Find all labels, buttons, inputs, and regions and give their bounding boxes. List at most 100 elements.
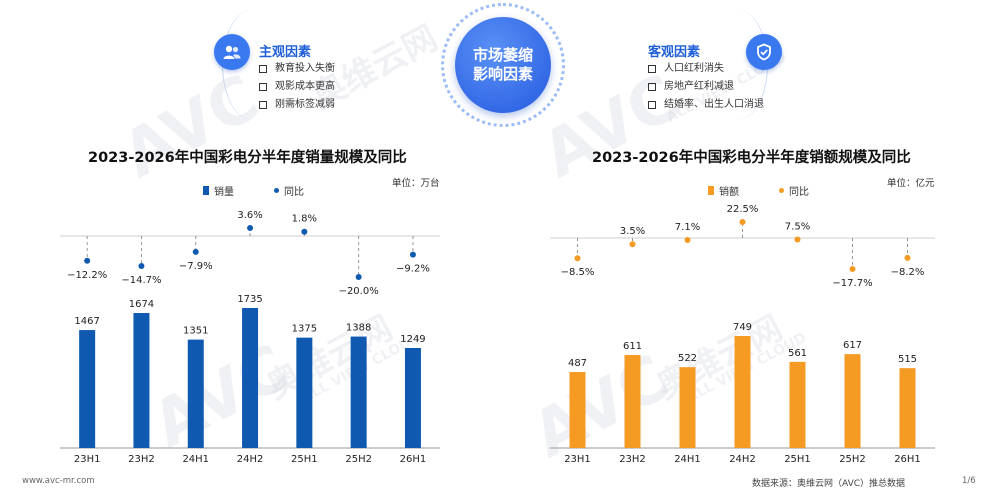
objective-title: 客观因素 bbox=[648, 45, 701, 60]
subjective-badge bbox=[214, 34, 250, 70]
left-chart-title: 2023-2026年中国彩电分半年度销量规模及同比 bbox=[88, 150, 407, 166]
left-chart-legend: 销量 同比 bbox=[203, 183, 344, 198]
category-tick-label: 23H1 bbox=[564, 454, 591, 465]
objective-list: 人口红利消失 房地产红利减退 结婚率、出生人口消退 bbox=[648, 60, 764, 114]
growth-point bbox=[247, 225, 254, 231]
growth-value-label: 1.8% bbox=[292, 214, 317, 225]
growth-value-label: 3.5% bbox=[620, 226, 645, 237]
legend-item-bar: 销额 bbox=[708, 183, 739, 198]
growth-value-label: 22.5% bbox=[727, 204, 759, 215]
checkbox-icon bbox=[259, 101, 267, 109]
category-tick-label: 23H2 bbox=[128, 454, 155, 465]
legend-item-dot: 同比 bbox=[274, 183, 304, 198]
growth-point bbox=[739, 219, 746, 225]
subjective-item: 观影成本更高 bbox=[259, 78, 335, 96]
bar-value-label: 749 bbox=[733, 322, 752, 333]
center-line2: 影响因素 bbox=[472, 65, 533, 83]
legend-item-bar: 销量 bbox=[203, 183, 234, 198]
bar bbox=[899, 368, 916, 448]
category-tick-label: 26H1 bbox=[400, 454, 427, 465]
bar bbox=[569, 372, 586, 448]
category-tick-label: 24H2 bbox=[729, 454, 756, 465]
growth-value-label: −9.2% bbox=[396, 264, 430, 275]
growth-value-label: −20.0% bbox=[339, 286, 379, 297]
growth-value-label: 7.1% bbox=[675, 222, 700, 233]
footer-page-number: 1/6 bbox=[962, 476, 976, 486]
subjective-title: 主观因素 bbox=[259, 45, 312, 60]
checkbox-icon bbox=[648, 83, 656, 91]
center-ring bbox=[441, 3, 565, 127]
growth-point bbox=[684, 237, 691, 244]
bar bbox=[133, 313, 150, 448]
checkbox-icon bbox=[259, 83, 267, 91]
category-tick-label: 25H2 bbox=[345, 454, 372, 465]
growth-value-label: −8.2% bbox=[891, 267, 925, 278]
bar bbox=[404, 348, 421, 448]
bar-value-label: 1388 bbox=[346, 323, 371, 334]
growth-value-label: −8.5% bbox=[561, 267, 595, 278]
legend-bar-swatch bbox=[708, 186, 714, 195]
center-circle: 市场萎缩 影响因素 bbox=[455, 17, 551, 113]
category-tick-label: 23H1 bbox=[74, 454, 101, 465]
category-tick-label: 25H1 bbox=[291, 454, 318, 465]
growth-value-label: −17.7% bbox=[832, 278, 872, 289]
legend-item-dot: 同比 bbox=[779, 183, 809, 198]
objective-item: 结婚率、出生人口消退 bbox=[648, 96, 764, 114]
category-tick-label: 25H1 bbox=[784, 454, 811, 465]
legend-dot-swatch bbox=[779, 188, 784, 193]
users-icon bbox=[223, 45, 241, 59]
category-tick-label: 25H2 bbox=[839, 454, 866, 465]
bar-value-label: 1467 bbox=[74, 316, 99, 327]
growth-value-label: −7.9% bbox=[179, 261, 213, 272]
objective-item: 房地产红利减退 bbox=[648, 78, 764, 96]
bar-value-label: 1249 bbox=[400, 334, 425, 345]
bar-value-label: 522 bbox=[678, 353, 697, 364]
category-tick-label: 26H1 bbox=[894, 454, 921, 465]
category-tick-label: 24H1 bbox=[674, 454, 701, 465]
bar bbox=[734, 336, 751, 448]
right-chart-title: 2023-2026年中国彩电分半年度销额规模及同比 bbox=[592, 150, 911, 166]
growth-point bbox=[904, 254, 911, 261]
subjective-item: 刚需标签减弱 bbox=[259, 96, 335, 114]
growth-point bbox=[629, 241, 636, 248]
bar bbox=[242, 308, 259, 448]
subjective-list: 教育投入失衡 观影成本更高 刚需标签减弱 bbox=[259, 60, 335, 114]
growth-point bbox=[355, 274, 362, 280]
category-tick-label: 24H1 bbox=[182, 454, 209, 465]
footer-website: www.avc-mr.com bbox=[22, 476, 95, 486]
checkbox-icon bbox=[648, 65, 656, 73]
right-chart-unit: 单位：亿元 bbox=[887, 178, 935, 189]
center-line1: 市场萎缩 bbox=[472, 46, 533, 64]
growth-point bbox=[409, 251, 416, 258]
bar-value-label: 611 bbox=[623, 341, 642, 352]
bar bbox=[296, 337, 313, 448]
shield-check-icon bbox=[757, 43, 771, 61]
bar bbox=[679, 367, 696, 448]
subjective-item: 教育投入失衡 bbox=[259, 60, 335, 78]
right-chart-legend: 销额 同比 bbox=[708, 183, 849, 198]
bar-value-label: 1351 bbox=[183, 326, 208, 337]
growth-value-label: −12.2% bbox=[67, 270, 107, 281]
legend-dot-swatch bbox=[274, 188, 279, 193]
bar-value-label: 515 bbox=[898, 354, 917, 365]
bar bbox=[187, 339, 204, 448]
bar-value-label: 487 bbox=[568, 358, 587, 369]
category-tick-label: 24H2 bbox=[237, 454, 264, 465]
left-chart-unit: 单位：万台 bbox=[392, 178, 440, 189]
growth-point bbox=[301, 228, 308, 235]
growth-point bbox=[849, 266, 856, 272]
bar bbox=[624, 354, 641, 448]
bar-value-label: 561 bbox=[788, 348, 807, 359]
legend-bar-swatch bbox=[203, 186, 209, 195]
bar bbox=[350, 336, 367, 448]
bar-value-label: 617 bbox=[843, 340, 862, 351]
growth-point bbox=[794, 236, 801, 243]
checkbox-icon bbox=[259, 65, 267, 73]
bar bbox=[79, 330, 96, 448]
growth-point bbox=[574, 255, 581, 262]
bar-value-label: 1735 bbox=[237, 294, 262, 305]
bar-value-label: 1674 bbox=[129, 299, 154, 310]
bar-value-label: 1375 bbox=[292, 324, 317, 335]
growth-value-label: −14.7% bbox=[121, 275, 161, 286]
